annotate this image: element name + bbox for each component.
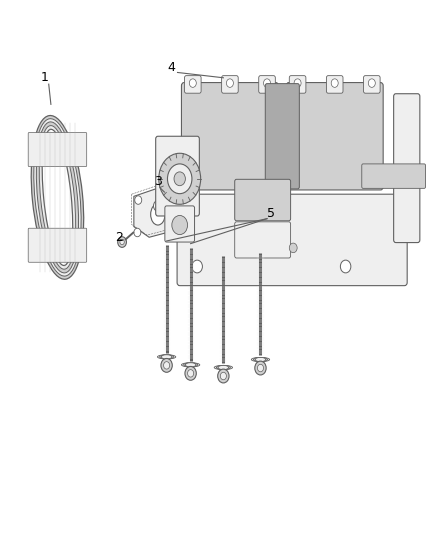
FancyBboxPatch shape <box>155 136 199 216</box>
Circle shape <box>134 228 141 237</box>
Circle shape <box>172 181 179 190</box>
Ellipse shape <box>36 122 78 273</box>
Ellipse shape <box>39 126 76 269</box>
Circle shape <box>294 79 301 87</box>
Ellipse shape <box>157 355 176 359</box>
Circle shape <box>289 243 297 253</box>
Ellipse shape <box>151 204 165 225</box>
FancyBboxPatch shape <box>362 164 426 188</box>
Ellipse shape <box>214 366 233 369</box>
FancyBboxPatch shape <box>184 76 201 93</box>
FancyBboxPatch shape <box>222 76 238 93</box>
Text: 4: 4 <box>167 61 175 74</box>
Circle shape <box>163 362 170 369</box>
FancyBboxPatch shape <box>265 84 299 189</box>
Circle shape <box>218 369 229 383</box>
FancyBboxPatch shape <box>28 228 87 262</box>
Circle shape <box>153 200 162 211</box>
Circle shape <box>226 79 233 87</box>
Ellipse shape <box>257 362 265 366</box>
Circle shape <box>135 196 142 204</box>
Circle shape <box>167 164 192 193</box>
FancyBboxPatch shape <box>28 133 87 166</box>
Circle shape <box>255 361 266 375</box>
Ellipse shape <box>216 366 230 369</box>
Circle shape <box>258 365 264 372</box>
Ellipse shape <box>42 130 73 265</box>
Ellipse shape <box>218 366 229 369</box>
Ellipse shape <box>34 119 81 276</box>
FancyBboxPatch shape <box>235 179 290 221</box>
Text: 5: 5 <box>267 207 276 220</box>
Text: 3: 3 <box>154 175 162 188</box>
Circle shape <box>264 79 271 87</box>
Circle shape <box>220 372 226 379</box>
FancyBboxPatch shape <box>364 76 380 93</box>
Ellipse shape <box>255 358 266 362</box>
Ellipse shape <box>185 363 196 367</box>
FancyBboxPatch shape <box>177 194 407 286</box>
Ellipse shape <box>251 358 270 362</box>
FancyBboxPatch shape <box>259 76 276 93</box>
Ellipse shape <box>184 363 198 367</box>
Ellipse shape <box>219 370 227 374</box>
Circle shape <box>192 260 202 273</box>
Ellipse shape <box>254 358 268 362</box>
Circle shape <box>368 79 375 87</box>
Circle shape <box>174 172 185 185</box>
FancyBboxPatch shape <box>181 83 279 190</box>
Ellipse shape <box>31 116 84 279</box>
Circle shape <box>185 367 196 380</box>
FancyBboxPatch shape <box>289 76 306 93</box>
Ellipse shape <box>181 363 200 367</box>
Circle shape <box>189 79 196 87</box>
Circle shape <box>172 215 187 235</box>
Circle shape <box>161 359 172 372</box>
Ellipse shape <box>159 355 173 359</box>
Ellipse shape <box>162 359 170 363</box>
Circle shape <box>120 239 124 245</box>
Ellipse shape <box>161 355 172 359</box>
Circle shape <box>159 154 201 204</box>
Text: 2: 2 <box>115 231 123 244</box>
FancyBboxPatch shape <box>235 222 290 258</box>
Circle shape <box>331 79 338 87</box>
FancyBboxPatch shape <box>286 83 383 190</box>
Circle shape <box>340 260 351 273</box>
FancyBboxPatch shape <box>326 76 343 93</box>
Ellipse shape <box>187 367 194 371</box>
Text: 1: 1 <box>40 71 48 84</box>
Circle shape <box>118 237 127 247</box>
Circle shape <box>187 369 194 377</box>
Polygon shape <box>134 181 183 237</box>
FancyBboxPatch shape <box>165 206 194 242</box>
FancyBboxPatch shape <box>394 94 420 243</box>
Circle shape <box>175 225 182 233</box>
